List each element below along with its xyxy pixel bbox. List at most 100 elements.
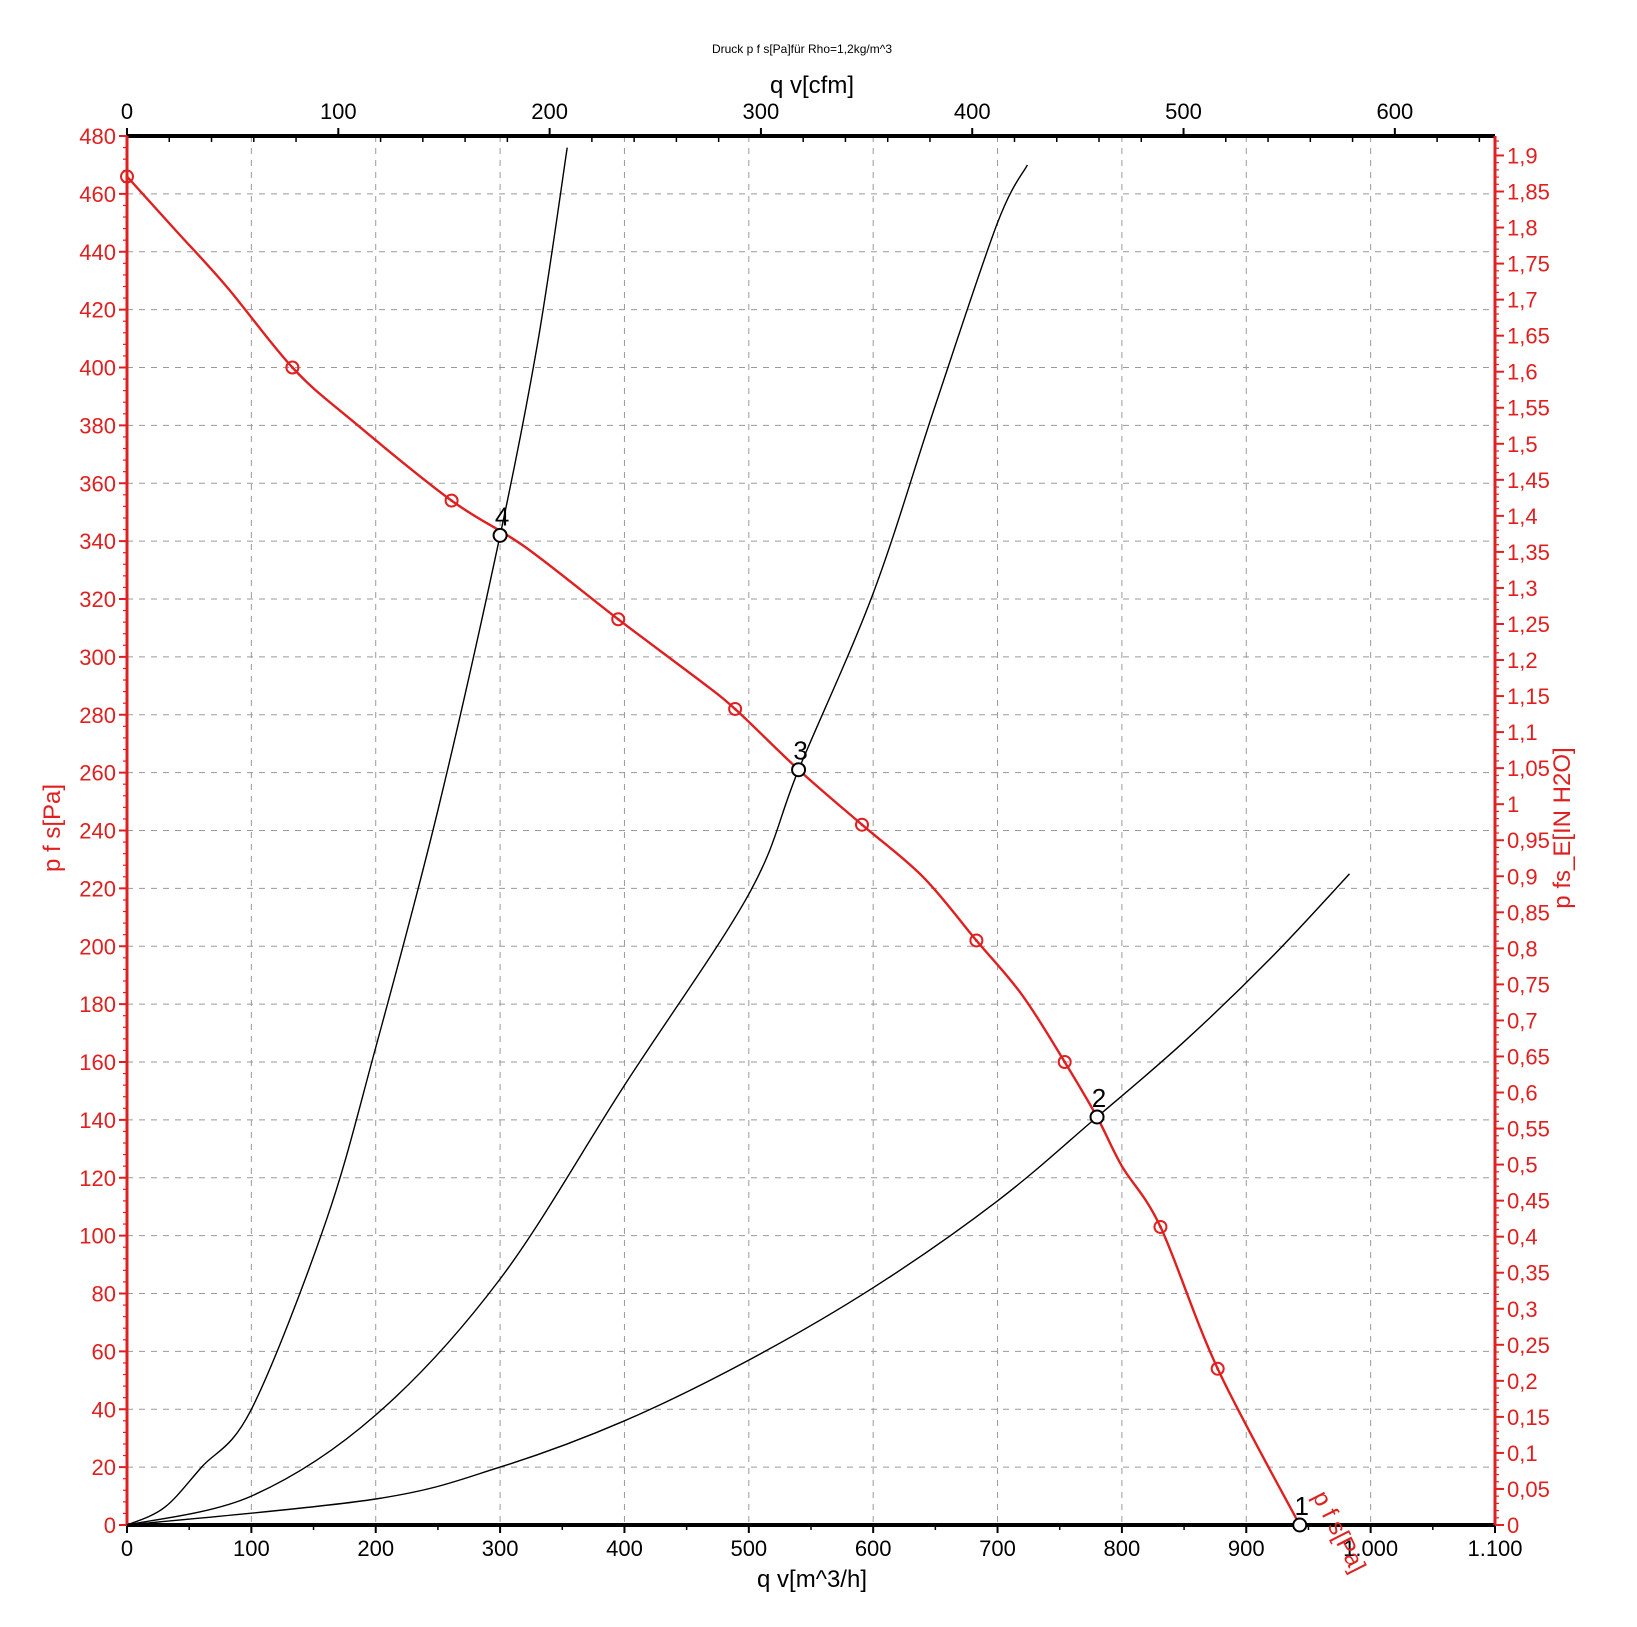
y2-tick-label: 0,5 <box>1507 1153 1538 1178</box>
operating-point-4 <box>492 527 508 543</box>
x-tick-label: 400 <box>606 1536 643 1561</box>
y2-tick-label: 1,6 <box>1507 360 1538 385</box>
y2-tick-label: 0,55 <box>1507 1117 1550 1142</box>
y2-tick-label: 1,2 <box>1507 648 1538 673</box>
y2-tick-label: 1,75 <box>1507 252 1550 277</box>
y2-tick-label: 1,15 <box>1507 684 1550 709</box>
y2-tick-label: 0,85 <box>1507 900 1550 925</box>
x-tick-label: 600 <box>855 1536 892 1561</box>
x2-tick-label: 600 <box>1376 99 1413 124</box>
y-tick-label: 20 <box>92 1455 116 1480</box>
y-tick-label: 240 <box>79 819 116 844</box>
y2-tick-label: 1,3 <box>1507 576 1538 601</box>
y-tick-label: 300 <box>79 645 116 670</box>
y2-tick-label: 1,25 <box>1507 612 1550 637</box>
y-tick-label: 400 <box>79 356 116 381</box>
y-tick-label: 160 <box>79 1050 116 1075</box>
fan-curve-marker-dot <box>291 366 294 369</box>
system-curve-1 <box>126 147 568 1526</box>
fan-curve-marker-dot <box>450 499 453 503</box>
fan-pressure-curve <box>126 175 1301 1526</box>
y-tick-label: 0 <box>104 1513 116 1538</box>
fan-curve-marker <box>1153 1219 1168 1234</box>
x2-tick-label: 500 <box>1165 99 1202 124</box>
fan-curve-marker <box>728 701 743 716</box>
x2-tick-label: 200 <box>531 99 568 124</box>
chart-title: Druck p f s[Pa]für Rho=1,2kg/m^3 <box>712 42 892 56</box>
operating-point-label-1: 1 <box>1295 1491 1309 1521</box>
y-tick-label: 80 <box>92 1282 116 1307</box>
y2-tick-label: 0,4 <box>1507 1225 1538 1250</box>
y-tick-label: 440 <box>79 240 116 265</box>
y-tick-label: 260 <box>79 761 116 786</box>
x2-tick-label: 300 <box>743 99 780 124</box>
y2-tick-label: 1 <box>1507 792 1519 817</box>
y2-tick-label: 1,4 <box>1507 504 1538 529</box>
fan-curve-marker-dot <box>733 707 737 711</box>
y2-tick-label: 0,2 <box>1507 1369 1538 1394</box>
y2-tick-label: 0,45 <box>1507 1189 1550 1214</box>
y-tick-label: 360 <box>79 471 116 496</box>
y-tick-label: 200 <box>79 934 116 959</box>
y2-tick-label: 1,65 <box>1507 324 1550 349</box>
y2-tick-label: 1,05 <box>1507 756 1550 781</box>
x-tick-label: 1.000 <box>1343 1536 1398 1561</box>
y2-tick-label: 1,55 <box>1507 396 1550 421</box>
x-tick-label: 100 <box>233 1536 270 1561</box>
y2-tick-label: 1,9 <box>1507 143 1538 168</box>
y2-tick-label: 0,35 <box>1507 1261 1550 1286</box>
operating-point-label-4: 4 <box>495 501 509 531</box>
y2-tick-label: 0,3 <box>1507 1297 1538 1322</box>
y2-tick-label: 0 <box>1507 1513 1519 1538</box>
fan-curve-marker <box>444 493 459 508</box>
y2-tick-label: 0,1 <box>1507 1441 1538 1466</box>
operating-point-2 <box>1089 1109 1105 1125</box>
y2-tick-label: 0,7 <box>1507 1008 1538 1033</box>
operating-point-3 <box>791 762 807 778</box>
x-tick-label: 0 <box>121 1536 133 1561</box>
operating-point-label-2: 2 <box>1092 1083 1106 1113</box>
fan-curve-marker <box>1057 1055 1072 1069</box>
x-tick-label: 500 <box>730 1536 767 1561</box>
system-curve-3 <box>126 873 1351 1526</box>
y-tick-label: 60 <box>92 1339 116 1364</box>
y-tick-label: 460 <box>79 182 116 207</box>
x-tick-label: 900 <box>1228 1536 1265 1561</box>
fan-curve-marker-dot <box>616 617 620 621</box>
y2-tick-label: 0,9 <box>1507 864 1538 889</box>
y2-tick-label: 1,45 <box>1507 468 1550 493</box>
x-tick-label: 700 <box>979 1536 1016 1561</box>
y2-tick-label: 1,1 <box>1507 720 1538 745</box>
y-tick-label: 180 <box>79 992 116 1017</box>
y-tick-label: 280 <box>79 703 116 728</box>
y2-tick-label: 0,95 <box>1507 828 1550 853</box>
y2-tick-label: 1,5 <box>1507 432 1538 457</box>
fan-curve-marker-dot <box>860 823 864 827</box>
y-tick-label: 140 <box>79 1108 116 1133</box>
x2-tick-label: 400 <box>954 99 991 124</box>
fan-curve-marker-dot <box>125 175 129 178</box>
y2-tick-label: 1,35 <box>1507 540 1550 565</box>
fan-curve-marker-dot <box>975 939 978 942</box>
y2-tick-label: 0,75 <box>1507 972 1550 997</box>
x-tick-label: 300 <box>482 1536 519 1561</box>
fan-curve-marker <box>969 933 984 948</box>
fan-curve-label: p f s[Pa] <box>1307 1487 1371 1578</box>
x2-axis-title: q v[cfm] <box>770 72 854 99</box>
fan-curve-marker <box>854 817 869 832</box>
y-tick-label: 340 <box>79 529 116 554</box>
y-tick-label: 120 <box>79 1166 116 1191</box>
y2-tick-label: 1,7 <box>1507 288 1538 313</box>
y2-tick-label: 0,6 <box>1507 1081 1538 1106</box>
y-tick-label: 40 <box>92 1397 116 1422</box>
x-tick-label: 1.100 <box>1467 1536 1522 1561</box>
y2-tick-label: 0,15 <box>1507 1405 1550 1430</box>
y-tick-label: 380 <box>79 413 116 438</box>
x2-tick-label: 100 <box>320 99 357 124</box>
fan-curve-marker-dot <box>1159 1225 1162 1229</box>
y-tick-label: 100 <box>79 1224 116 1249</box>
fan-curve-marker-dot <box>1216 1367 1220 1371</box>
x-tick-label: 200 <box>357 1536 394 1561</box>
